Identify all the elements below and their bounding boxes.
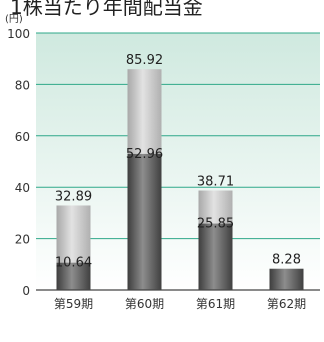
total-value-label: 8.28 [272, 253, 301, 268]
inner-value-label: 52.96 [126, 147, 163, 162]
axes: 0 20 40 60 80 100 第59期 第60期 第61期 第62期 [7, 27, 320, 311]
y-tick-label: 0 [22, 284, 30, 298]
value-labels: 32.89 10.64 85.92 52.96 38.71 25.85 8.28 [55, 53, 301, 270]
total-value-label: 38.71 [197, 175, 234, 190]
bar-bottom-segment-4 [269, 268, 304, 290]
x-tick-label: 第60期 [125, 297, 164, 311]
y-tick-label: 80 [15, 78, 30, 92]
y-tick-label: 60 [15, 130, 30, 144]
bar-bottom-segment-1 [56, 262, 91, 290]
bars [56, 69, 304, 290]
bar-bottom-segment-3 [198, 223, 233, 290]
bar-top-segment-3 [198, 190, 233, 224]
bar-top-segment-1 [56, 205, 91, 263]
y-tick-label: 100 [7, 27, 30, 41]
inner-value-label: 25.85 [197, 217, 234, 232]
total-value-label: 85.92 [126, 53, 163, 68]
chart-title: 1株当たり年間配当金 [10, 0, 203, 19]
x-tick-label: 第59期 [54, 297, 93, 311]
total-value-label: 32.89 [55, 189, 92, 204]
x-tick-label: 第61期 [196, 297, 235, 311]
bar-bottom-segment-2 [127, 153, 162, 290]
grid-lines [36, 32, 320, 240]
x-tick-label: 第62期 [267, 297, 306, 311]
y-tick-label: 20 [15, 233, 30, 247]
y-axis-unit: (円) [5, 14, 23, 25]
bar-top-segment-2 [127, 69, 162, 154]
y-tick-label: 40 [15, 181, 30, 195]
inner-value-label: 10.64 [55, 256, 92, 271]
